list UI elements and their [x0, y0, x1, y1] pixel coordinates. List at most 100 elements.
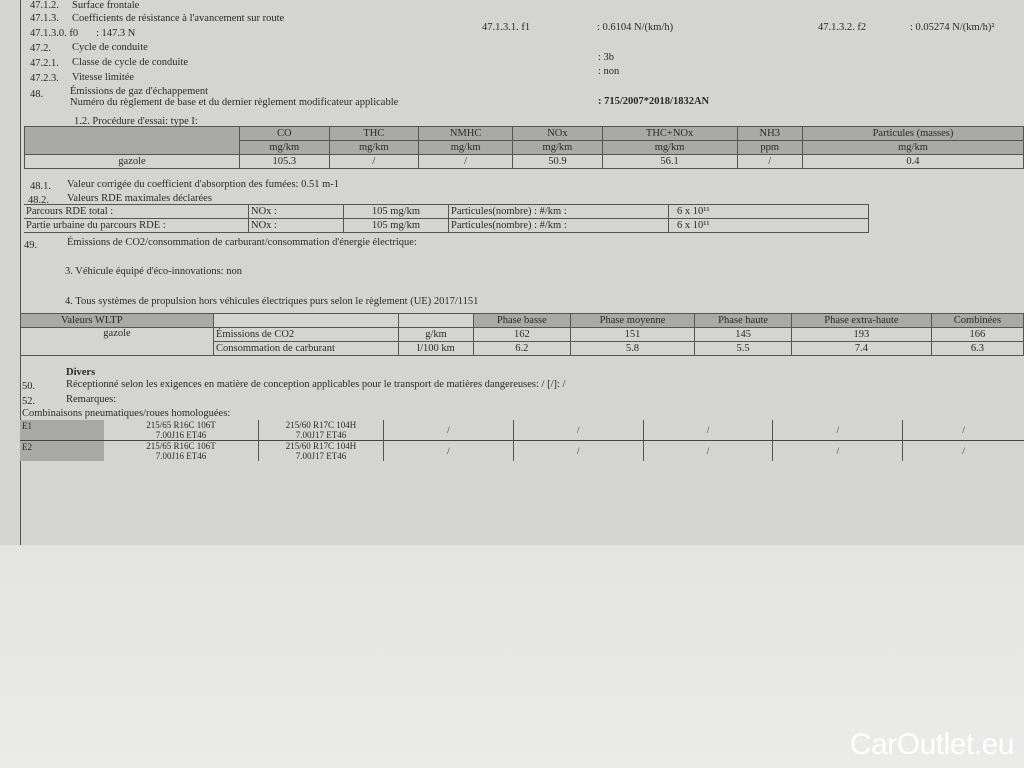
line-value: : 3b	[598, 52, 615, 63]
fuel-cell: gazole	[20, 327, 214, 356]
tyre-id: E1	[20, 420, 104, 441]
empty-cell: /	[772, 420, 904, 441]
header-empty	[24, 126, 240, 155]
line-num: 49.	[24, 240, 38, 251]
tyre-id: E2	[20, 440, 104, 461]
line-label: Émissions de CO2/consommation de carbura…	[67, 237, 417, 248]
line-num: 47.2.	[30, 43, 51, 54]
tyres-table: E1 215/65 R16C 106T 7.00J16 ET46 215/60 R…	[20, 420, 1024, 461]
tyre-b: 215/60 R17C 104H 7.00J17 ET46	[258, 420, 384, 441]
rde-label: Partie urbaine du parcours RDE :	[24, 218, 249, 233]
line-label: Réceptionné selon les exigences en matiè…	[66, 379, 566, 390]
empty-cell: /	[902, 440, 1024, 461]
pn-label: Particules(nombre) : #/km :	[448, 218, 669, 233]
value-cell: 166	[930, 327, 1024, 342]
value-cell: 6.3	[930, 341, 1024, 356]
line-label: Émissions de gaz d'échappement	[70, 86, 209, 97]
f1-label: 47.1.3.1. f1	[482, 22, 531, 33]
header-co: CO	[239, 126, 330, 141]
fuel-cell: gazole	[24, 154, 240, 169]
value-cell: 145	[694, 327, 792, 342]
unit: ppm	[736, 140, 803, 155]
table-row: gazole Émissions de CO2 g/km 162 151 145…	[20, 327, 1024, 356]
line-num: 52.	[22, 396, 36, 407]
header-thc: THC	[328, 126, 420, 141]
value-cell: 50.9	[512, 154, 603, 169]
line-num: 47.2.1.	[30, 58, 59, 69]
empty-cell: /	[512, 420, 644, 441]
table-row: E2 215/65 R16C 106T 7.00J16 ET46 215/60 R…	[20, 440, 1024, 461]
systemes-label: 4. Tous systèmes de propulsion hors véhi…	[65, 296, 479, 307]
tyre-a: 215/65 R16C 106T 7.00J16 ET46	[104, 441, 259, 461]
unit: mg/km	[239, 140, 330, 155]
tyre-a: 215/65 R16C 106T 7.00J16 ET46	[104, 420, 259, 441]
value-cell: 151	[569, 327, 696, 342]
eco-innovations: 3. Véhicule équipé d'éco-innovations: no…	[65, 266, 242, 277]
line-num: 50.	[22, 381, 36, 392]
pn-value: 6 x 10¹¹	[668, 204, 869, 219]
procedure-label: 1.2. Procédure d'essai: type I:	[74, 116, 198, 127]
page-border	[20, 0, 21, 545]
value-cell: 7.4	[790, 341, 932, 356]
value-cell: /	[736, 154, 803, 169]
value-cell: 5.5	[694, 341, 792, 356]
reglement-value: : 715/2007*2018/1832AN	[598, 96, 710, 107]
line-num: 48.2.	[28, 195, 49, 206]
line-value: : non	[598, 66, 620, 77]
line-label: Valeurs RDE maximales déclarées	[67, 193, 212, 204]
value-cell: 105.3	[239, 154, 330, 169]
rim-size: 7.00J17 ET46	[295, 430, 347, 440]
rim-size: 7.00J16 ET46	[155, 451, 207, 461]
value-cell: 5.8	[569, 341, 696, 356]
divers-heading: Divers	[66, 367, 96, 378]
unit: mg/km	[512, 140, 603, 155]
header-nmhc: NMHC	[418, 126, 514, 141]
line-label: Remarques:	[66, 394, 117, 405]
unit: mg/km	[801, 140, 1024, 155]
empty-cell: /	[383, 440, 514, 461]
tyre-size: 215/60 R17C 104H	[285, 441, 357, 451]
f2-label: 47.1.3.2. f2	[818, 22, 867, 33]
unit: mg/km	[418, 140, 514, 155]
phase-header: Combinées	[930, 313, 1024, 328]
header-nh3: NH3	[736, 126, 803, 141]
line-label: : 147.3 N	[96, 28, 136, 39]
nox-label: NOx :	[248, 204, 344, 219]
empty	[213, 313, 399, 328]
tyre-size: 215/60 R17C 104H	[285, 420, 357, 430]
unit: mg/km	[328, 140, 420, 155]
table-row: Consommation de carburant l/100 km 6.2 5…	[21, 341, 1024, 356]
line-num: 48.1.	[30, 181, 51, 192]
rim-size: 7.00J17 ET46	[295, 451, 347, 461]
line-num: 48.	[30, 89, 44, 100]
phase-header: Phase basse	[473, 313, 571, 328]
line-label: Cycle de conduite	[72, 42, 148, 53]
line-num: 47.1.3.	[30, 13, 59, 24]
header-nox: NOx	[512, 126, 603, 141]
tyre-size: 215/65 R16C 106T	[146, 420, 216, 430]
f2-value: : 0.05274 N/(km/h)²	[910, 22, 995, 33]
unit: g/km	[398, 327, 474, 342]
caroutlet-watermark: CarOutlet.eu	[849, 728, 1015, 761]
value-cell: 162	[473, 327, 571, 342]
tyre-size: 215/65 R16C 106T	[146, 441, 216, 451]
pn-value: 6 x 10¹¹	[668, 218, 869, 233]
empty-cell: /	[902, 420, 1024, 441]
table-row: Parcours RDE total : NOx : 105 mg/km Par…	[24, 204, 869, 219]
f1-value: : 0.6104 N/(km/h)	[597, 22, 674, 33]
tyre-b: 215/60 R17C 104H 7.00J17 ET46	[258, 440, 384, 461]
line-num: 47.1.3.0. f0	[30, 28, 79, 39]
table-row: E1 215/65 R16C 106T 7.00J16 ET46 215/60 R…	[20, 420, 1024, 441]
phase-header: Phase extra-haute	[790, 313, 932, 328]
next-page	[0, 545, 1024, 768]
line-label: Surface frontale	[72, 0, 140, 11]
value-cell: /	[328, 154, 420, 169]
unit: mg/km	[601, 140, 738, 155]
row-label: Consommation de carburant	[213, 341, 399, 356]
value-cell: 193	[790, 327, 932, 342]
empty-cell: /	[772, 440, 904, 461]
nox-label: NOx :	[248, 218, 344, 233]
line-num: 47.1.2.	[30, 0, 59, 11]
rde-table: Parcours RDE total : NOx : 105 mg/km Par…	[24, 204, 869, 233]
nox-value: 105 mg/km	[343, 218, 449, 233]
